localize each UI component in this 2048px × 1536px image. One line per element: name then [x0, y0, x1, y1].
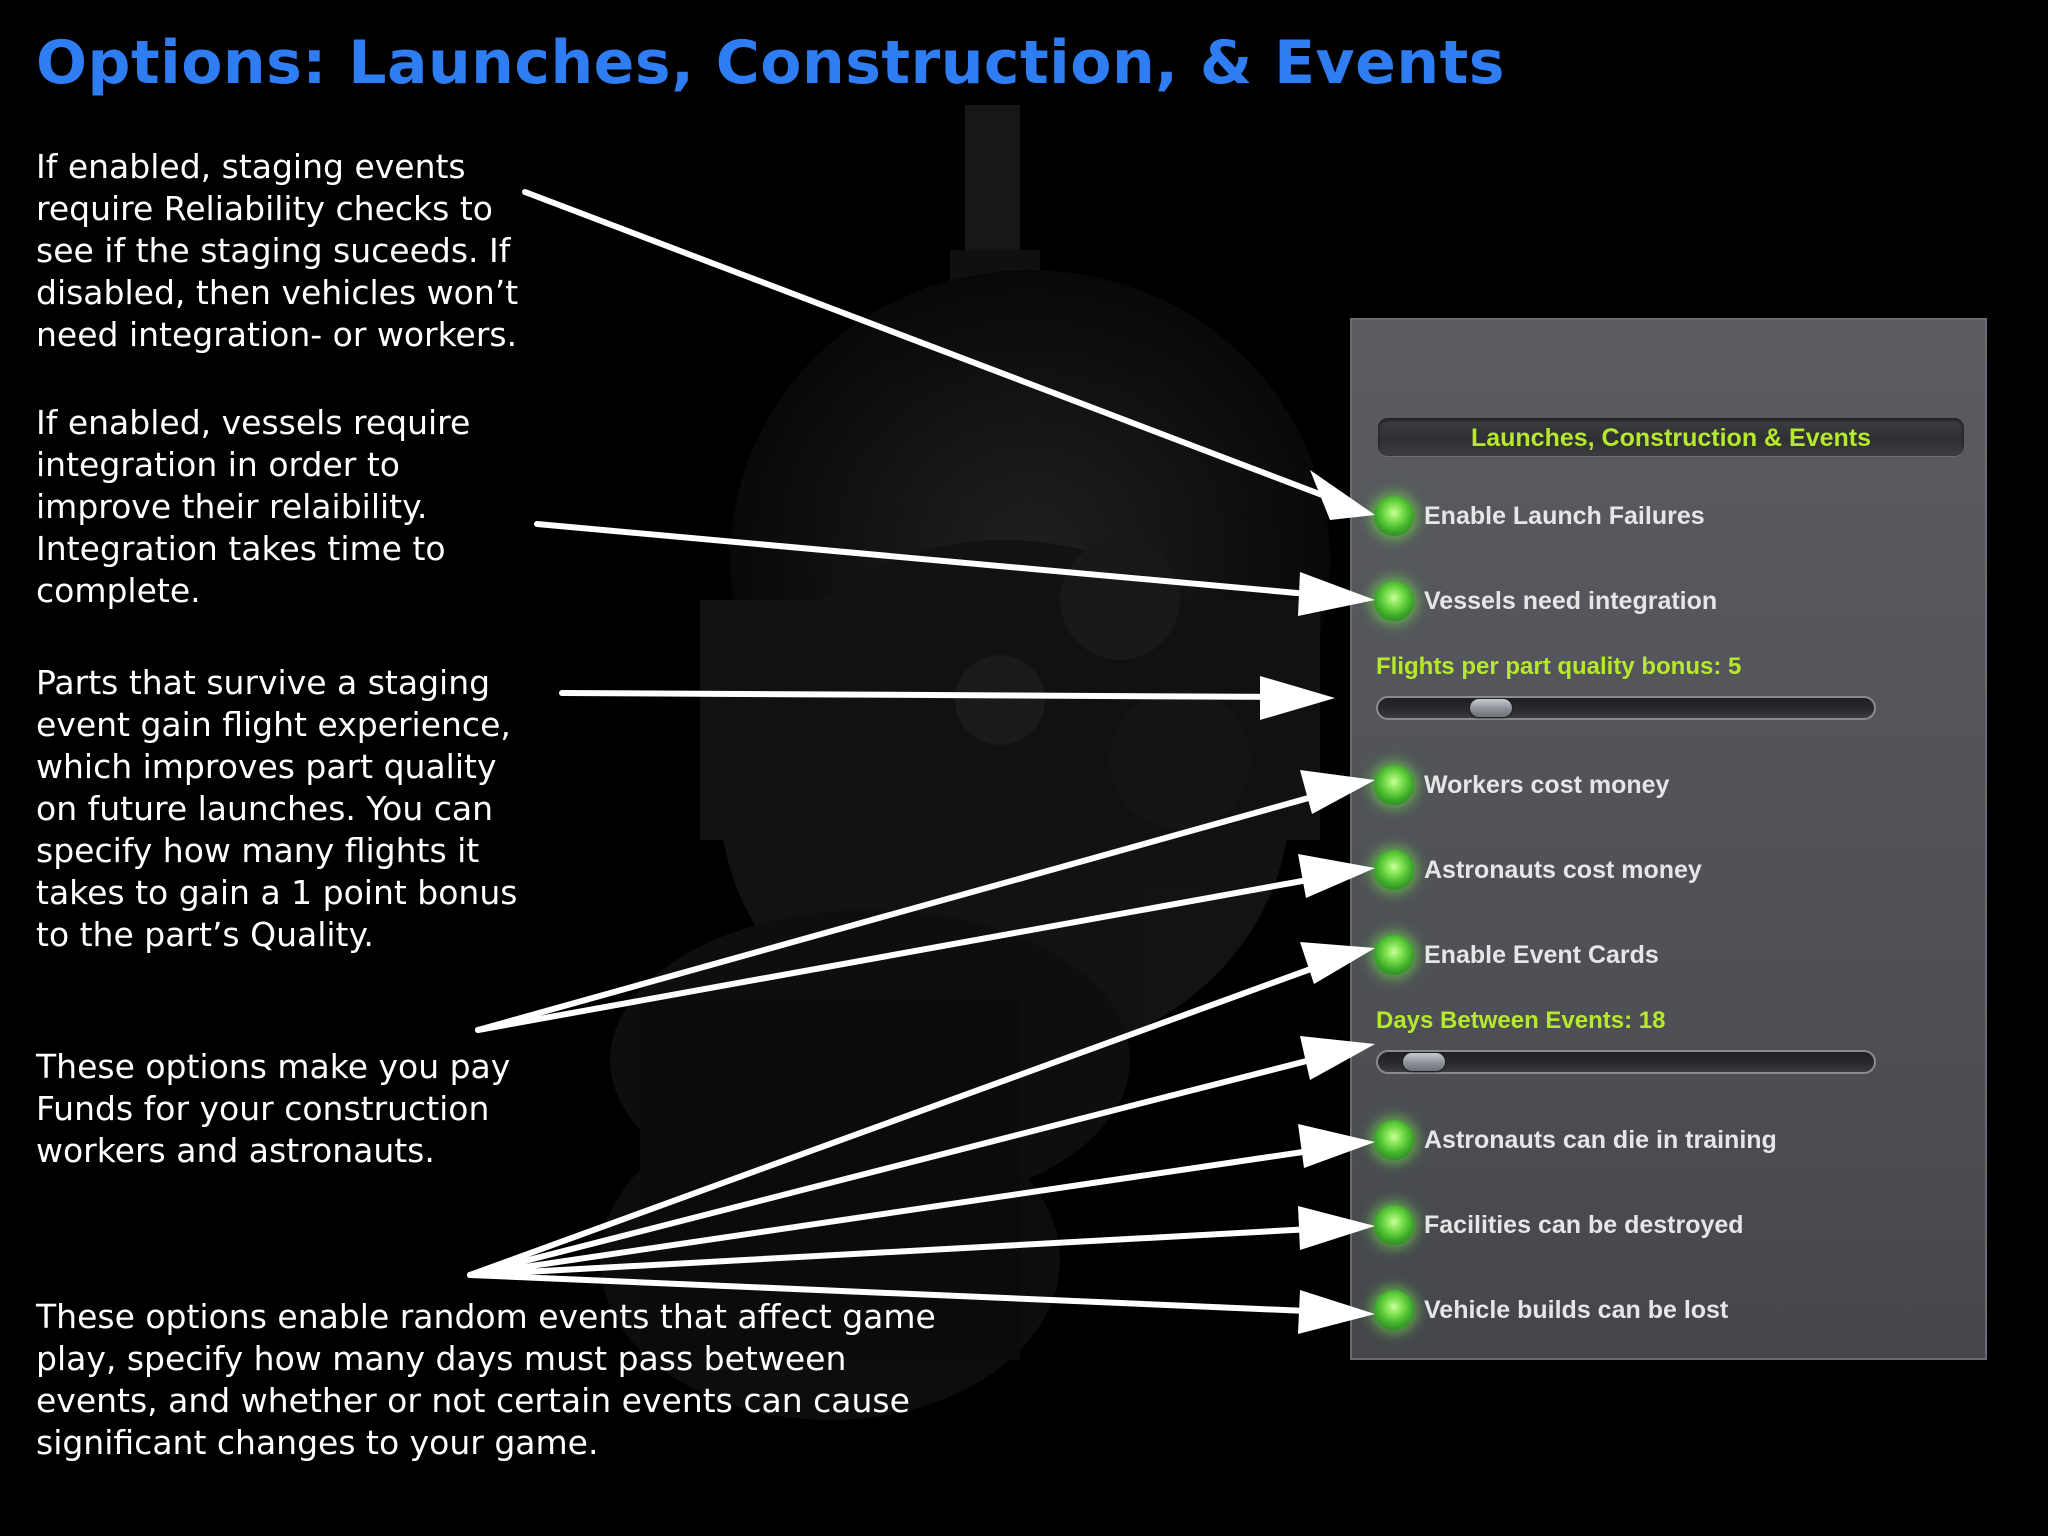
toggle-on-indicator-icon[interactable] [1374, 1205, 1414, 1245]
toggle-enable-event-cards[interactable]: Enable Event Cards [1374, 935, 1974, 979]
flights-bonus-slider-label: Flights per part quality bonus: 5 [1376, 653, 1742, 680]
toggle-vehicle-builds-lost[interactable]: Vehicle builds can be lost [1374, 1290, 1974, 1334]
toggle-on-indicator-icon[interactable] [1374, 850, 1414, 890]
slider-handle[interactable] [1470, 699, 1512, 717]
toggle-label: Astronauts cost money [1424, 856, 1702, 884]
toggle-label: Facilities can be destroyed [1424, 1211, 1744, 1239]
toggle-label: Workers cost money [1424, 771, 1670, 799]
panel-header: Launches, Construction & Events [1378, 418, 1964, 456]
toggle-on-indicator-icon[interactable] [1374, 935, 1414, 975]
toggle-on-indicator-icon[interactable] [1374, 581, 1414, 621]
page-title: Options: Launches, Construction, & Event… [36, 28, 1505, 98]
description-launch-failures: If enabled, staging events require Relia… [36, 147, 519, 354]
toggle-workers-cost-money[interactable]: Workers cost money [1374, 765, 1974, 809]
description-flight-experience: Parts that survive a staging event gain … [36, 663, 518, 954]
days-between-events-slider-label: Days Between Events: 18 [1376, 1007, 1666, 1034]
toggle-astronauts-can-die[interactable]: Astronauts can die in training [1374, 1120, 1974, 1164]
toggle-on-indicator-icon[interactable] [1374, 765, 1414, 805]
toggle-label: Vehicle builds can be lost [1424, 1296, 1729, 1324]
description-costs: These options make you pay Funds for you… [36, 1047, 511, 1170]
flights-bonus-slider[interactable] [1376, 696, 1876, 720]
toggle-label: Enable Launch Failures [1424, 502, 1705, 530]
toggle-astronauts-cost-money[interactable]: Astronauts cost money [1374, 850, 1974, 894]
toggle-on-indicator-icon[interactable] [1374, 1290, 1414, 1330]
toggle-label: Vessels need integration [1424, 587, 1718, 615]
toggle-enable-launch-failures[interactable]: Enable Launch Failures [1374, 496, 1974, 540]
options-panel: Launches, Construction & Events Enable L… [1350, 318, 1987, 1360]
days-between-events-slider[interactable] [1376, 1050, 1876, 1074]
toggle-on-indicator-icon[interactable] [1374, 1120, 1414, 1160]
description-integration: If enabled, vessels require integration … [36, 403, 471, 610]
toggle-label: Astronauts can die in training [1424, 1126, 1777, 1154]
description-events: These options enable random events that … [36, 1297, 936, 1462]
slider-handle[interactable] [1402, 1053, 1445, 1071]
toggle-vessels-need-integration[interactable]: Vessels need integration [1374, 581, 1974, 625]
toggle-on-indicator-icon[interactable] [1374, 496, 1414, 536]
toggle-label: Enable Event Cards [1424, 941, 1659, 969]
toggle-facilities-destroyed[interactable]: Facilities can be destroyed [1374, 1205, 1974, 1249]
